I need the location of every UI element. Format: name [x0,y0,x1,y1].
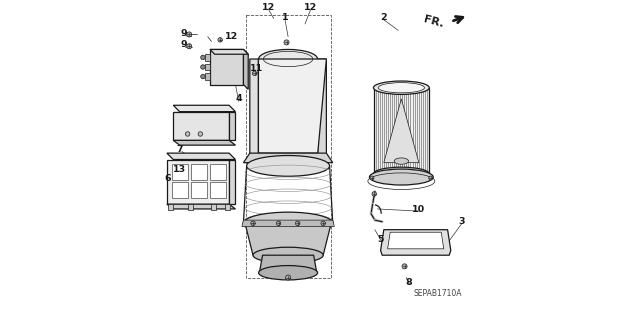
Text: 1: 1 [282,13,288,22]
Circle shape [251,221,255,226]
Text: 13: 13 [173,165,186,174]
Polygon shape [173,112,229,140]
Circle shape [276,221,281,226]
Circle shape [198,132,203,136]
Circle shape [187,32,192,37]
Polygon shape [188,204,193,210]
Text: 5: 5 [378,235,384,244]
Circle shape [218,38,222,42]
Circle shape [285,275,291,280]
Text: 3: 3 [459,217,465,226]
Polygon shape [172,164,188,180]
Polygon shape [210,182,226,198]
Circle shape [187,44,192,49]
Text: 8: 8 [405,278,412,287]
Text: 9: 9 [180,40,187,49]
Polygon shape [210,49,243,85]
Polygon shape [229,160,236,204]
Text: 11: 11 [250,64,264,73]
Text: FR.: FR. [423,14,445,29]
Polygon shape [205,64,210,70]
Polygon shape [167,160,229,204]
Ellipse shape [259,265,317,280]
Ellipse shape [243,212,333,234]
Ellipse shape [253,247,323,263]
Circle shape [201,55,205,60]
Circle shape [321,221,325,226]
Polygon shape [388,232,444,249]
Circle shape [402,264,407,269]
Text: 9: 9 [180,29,187,38]
Polygon shape [172,182,188,198]
Circle shape [201,74,205,79]
Text: 12: 12 [262,4,276,12]
Text: 12: 12 [304,4,317,12]
Polygon shape [384,99,419,163]
Text: 10: 10 [412,205,425,214]
Polygon shape [243,153,333,163]
Polygon shape [210,49,248,54]
Polygon shape [191,164,207,180]
Text: 7: 7 [177,145,183,154]
Circle shape [370,176,374,180]
Polygon shape [173,105,236,112]
Polygon shape [168,204,173,210]
Polygon shape [381,230,451,255]
Polygon shape [374,88,429,174]
Polygon shape [250,59,259,166]
Polygon shape [318,59,326,166]
Polygon shape [259,59,326,153]
Circle shape [296,221,300,226]
Circle shape [429,176,433,180]
Polygon shape [229,112,236,140]
Polygon shape [173,140,236,145]
Polygon shape [205,73,210,80]
Polygon shape [167,204,236,209]
Polygon shape [167,153,236,160]
Ellipse shape [259,49,317,69]
Polygon shape [259,255,317,273]
Ellipse shape [373,81,429,94]
Text: 6: 6 [164,174,171,183]
Polygon shape [225,204,230,210]
Text: 12: 12 [225,32,238,41]
Polygon shape [242,220,334,226]
Circle shape [372,192,376,196]
Ellipse shape [369,169,433,185]
Polygon shape [211,204,216,210]
Text: 4: 4 [236,94,242,103]
Ellipse shape [378,83,424,93]
Ellipse shape [373,167,429,181]
Ellipse shape [246,155,330,176]
Polygon shape [191,182,207,198]
Ellipse shape [394,158,408,164]
Polygon shape [210,164,226,180]
Circle shape [284,40,289,45]
Circle shape [252,71,257,76]
Circle shape [186,132,190,136]
Text: SEPAB1710A: SEPAB1710A [414,289,462,298]
Text: 2: 2 [381,13,387,22]
Polygon shape [205,54,210,61]
Circle shape [201,65,205,69]
Polygon shape [245,223,331,255]
Polygon shape [243,49,248,89]
